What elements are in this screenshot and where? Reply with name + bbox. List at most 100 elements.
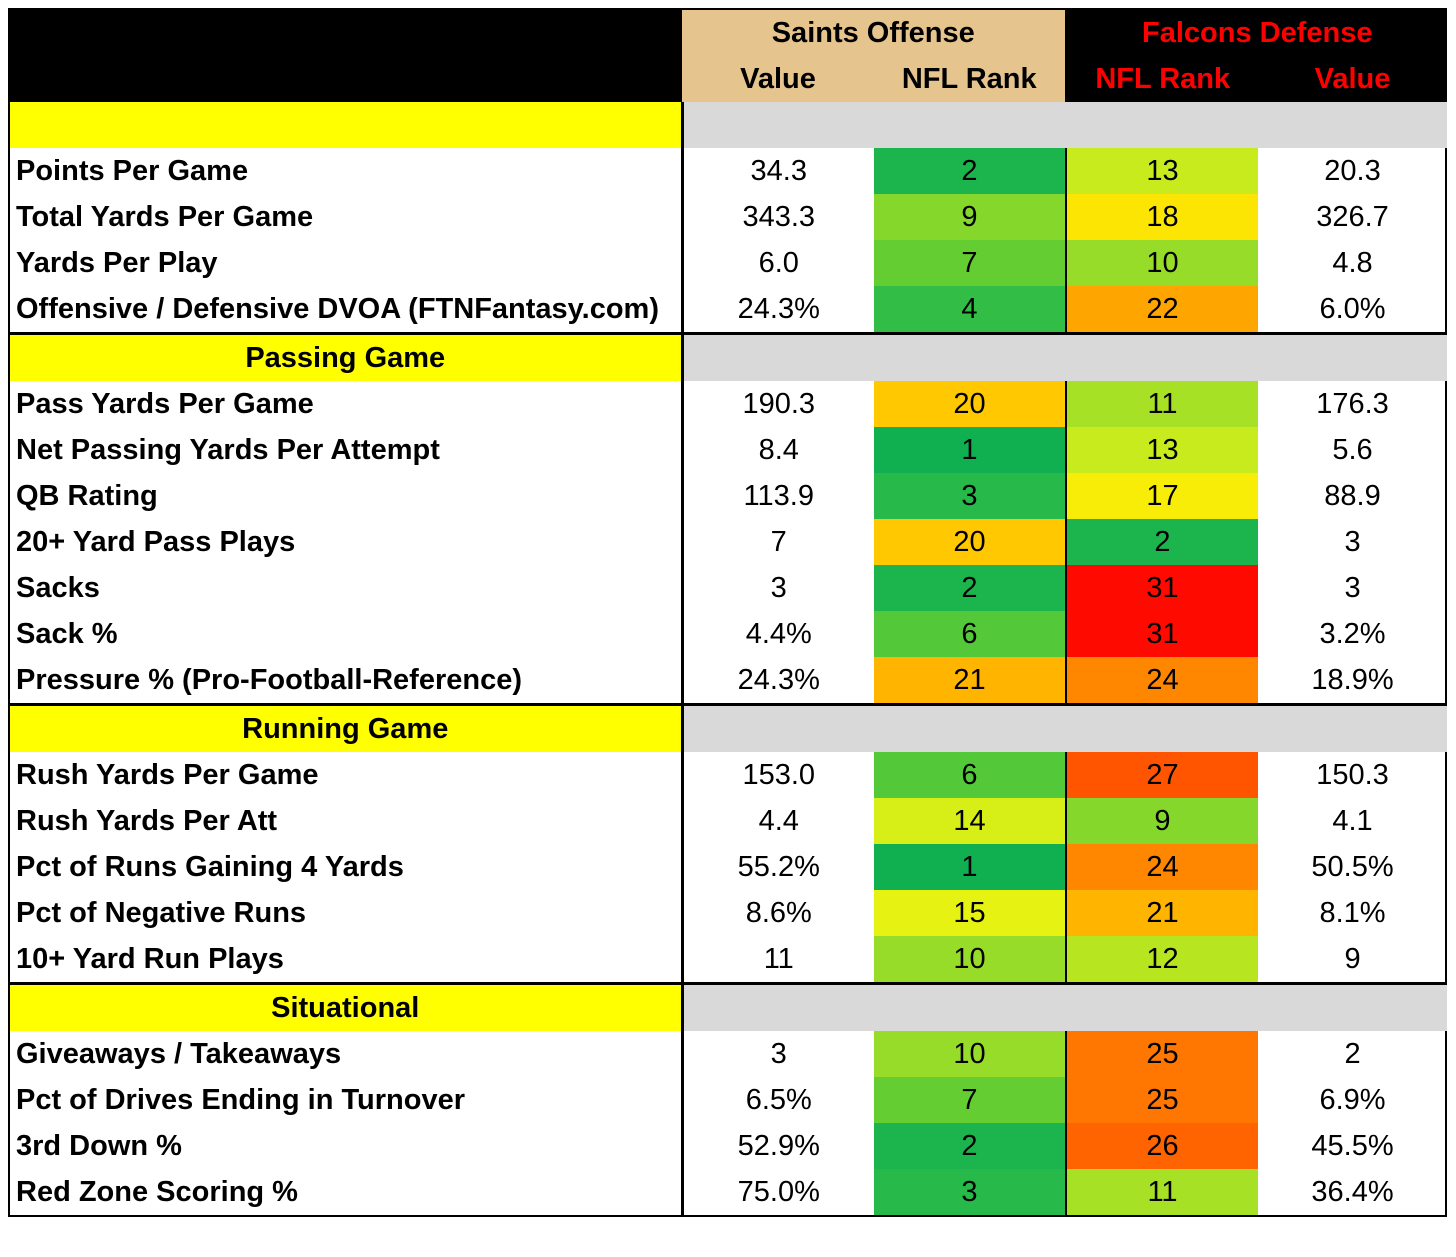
offense-rank: 1 [874,427,1066,473]
stat-label: Yards Per Play [16,246,218,279]
defense-value: 2 [1344,1037,1361,1070]
defense-value: 45.5% [1311,1129,1394,1162]
section-gray-band [680,102,1448,148]
defense-rank: 11 [1065,1169,1258,1215]
defense-value-header: Value [1258,56,1448,102]
offense-value: 6.0 [680,240,874,286]
offense-value: 3 [680,565,874,611]
stat-label: Pct of Negative Runs [16,896,307,929]
stat-label: Rush Yards Per Att [16,804,278,837]
table-row: Total Yards Per Game 343.3 9 18 326.7 [10,194,1447,240]
offense-rank: 7 [874,240,1066,286]
defense-rank: 17 [1065,473,1258,519]
defense-rank: 25 [1065,1031,1258,1077]
offense-value: 153.0 [680,752,874,798]
table-row: QB Rating 113.9 3 17 88.9 [10,473,1447,519]
offense-value: 343.3 [680,194,874,240]
offense-value: 4.4% [680,611,874,657]
offense-value: 3 [680,1031,874,1077]
defense-value: 4.8 [1332,246,1373,279]
defense-rank: 13 [1065,148,1258,194]
offense-rank-header: NFL Rank [874,56,1066,102]
section-header-row: Situational [10,982,1448,1031]
stat-label: Pass Yards Per Game [16,387,314,420]
section-header-row: Running Game [10,703,1448,752]
falcons-defense-header: Falcons Defense [1064,10,1448,56]
stat-label: Red Zone Scoring % [16,1175,298,1208]
stat-label: 10+ Yard Run Plays [16,942,284,975]
offense-rank: 4 [874,286,1066,334]
defense-rank: 31 [1065,611,1258,657]
defense-value: 4.1 [1332,804,1373,837]
defense-rank: 12 [1065,936,1258,984]
defense-rank: 22 [1065,286,1258,334]
section-title: Running Game [10,703,682,752]
offense-rank: 20 [874,519,1066,565]
section-header-row: Passing Game [10,332,1448,381]
header-columns-row: Value NFL Rank NFL Rank Value [10,56,1448,102]
offense-value: 113.9 [680,473,874,519]
offense-value: 8.4 [680,427,874,473]
offense-value: 4.4 [680,798,874,844]
stat-label: 20+ Yard Pass Plays [16,525,296,558]
stat-label: Giveaways / Takeaways [16,1037,342,1070]
stat-label: Net Passing Yards Per Attempt [16,433,440,466]
offense-rank: 6 [874,752,1066,798]
offense-value: 52.9% [680,1123,874,1169]
table-row: 20+ Yard Pass Plays 7 20 2 3 [10,519,1447,565]
defense-rank: 31 [1065,565,1258,611]
table-row: Giveaways / Takeaways 3 10 25 2 [10,1031,1447,1077]
table-row: Pct of Runs Gaining 4 Yards 55.2% 1 24 50.5% [10,844,1447,890]
offense-value: 55.2% [680,844,874,890]
table-row: 10+ Yard Run Plays 11 10 12 9 [10,936,1447,984]
defense-rank: 26 [1065,1123,1258,1169]
table-row: Net Passing Yards Per Attempt 8.4 1 13 5.6 [10,427,1447,473]
defense-value: 18.9% [1311,663,1394,696]
table-row: Pass Yards Per Game 190.3 20 11 176.3 [10,381,1447,427]
defense-rank: 9 [1065,798,1258,844]
stat-label: Points Per Game [16,154,249,187]
stat-label: Total Yards Per Game [16,200,314,233]
offense-value: 190.3 [680,381,874,427]
offense-rank: 3 [874,473,1066,519]
table-row: Pct of Drives Ending in Turnover 6.5% 7 25 6… [10,1077,1447,1123]
defense-rank: 10 [1065,240,1258,286]
defense-value: 3.2% [1319,617,1386,650]
defense-value: 176.3 [1316,387,1389,420]
offense-rank: 2 [874,565,1066,611]
offense-rank: 2 [874,148,1066,194]
table-row: Yards Per Play 6.0 7 10 4.8 [10,240,1447,286]
offense-value: 11 [680,936,874,984]
defense-value: 326.7 [1316,200,1389,233]
offense-rank: 3 [874,1169,1066,1215]
table-row: Pct of Negative Runs 8.6% 15 21 8.1% [10,890,1447,936]
defense-rank: 21 [1065,890,1258,936]
defense-rank: 24 [1065,844,1258,890]
offense-rank: 2 [874,1123,1066,1169]
header-blank [10,10,682,56]
defense-value: 6.0% [1319,292,1386,325]
defense-rank: 2 [1065,519,1258,565]
offense-rank: 1 [874,844,1066,890]
offense-rank: 21 [874,657,1066,705]
offense-rank: 20 [874,381,1066,427]
table-row: Points Per Game 34.3 2 13 20.3 [10,148,1447,194]
offense-value-header: Value [682,56,874,102]
stat-label: 3rd Down % [16,1129,182,1162]
stat-label: Pct of Drives Ending in Turnover [16,1083,466,1116]
offense-rank: 14 [874,798,1066,844]
defense-value: 36.4% [1311,1175,1394,1208]
stat-label: Pct of Runs Gaining 4 Yards [16,850,404,883]
offense-rank: 10 [874,1031,1066,1077]
defense-rank: 27 [1065,752,1258,798]
section-gray-band [680,332,1448,381]
section-title [10,102,682,148]
defense-rank: 24 [1065,657,1258,705]
stat-label: Offensive / Defensive DVOA (FTNFantasy.c… [16,292,659,325]
offense-value: 75.0% [680,1169,874,1215]
defense-value: 20.3 [1324,154,1381,187]
header-blank [10,56,682,102]
section-gray-band [680,982,1448,1031]
offense-rank: 9 [874,194,1066,240]
table-row: Rush Yards Per Att 4.4 14 9 4.1 [10,798,1447,844]
